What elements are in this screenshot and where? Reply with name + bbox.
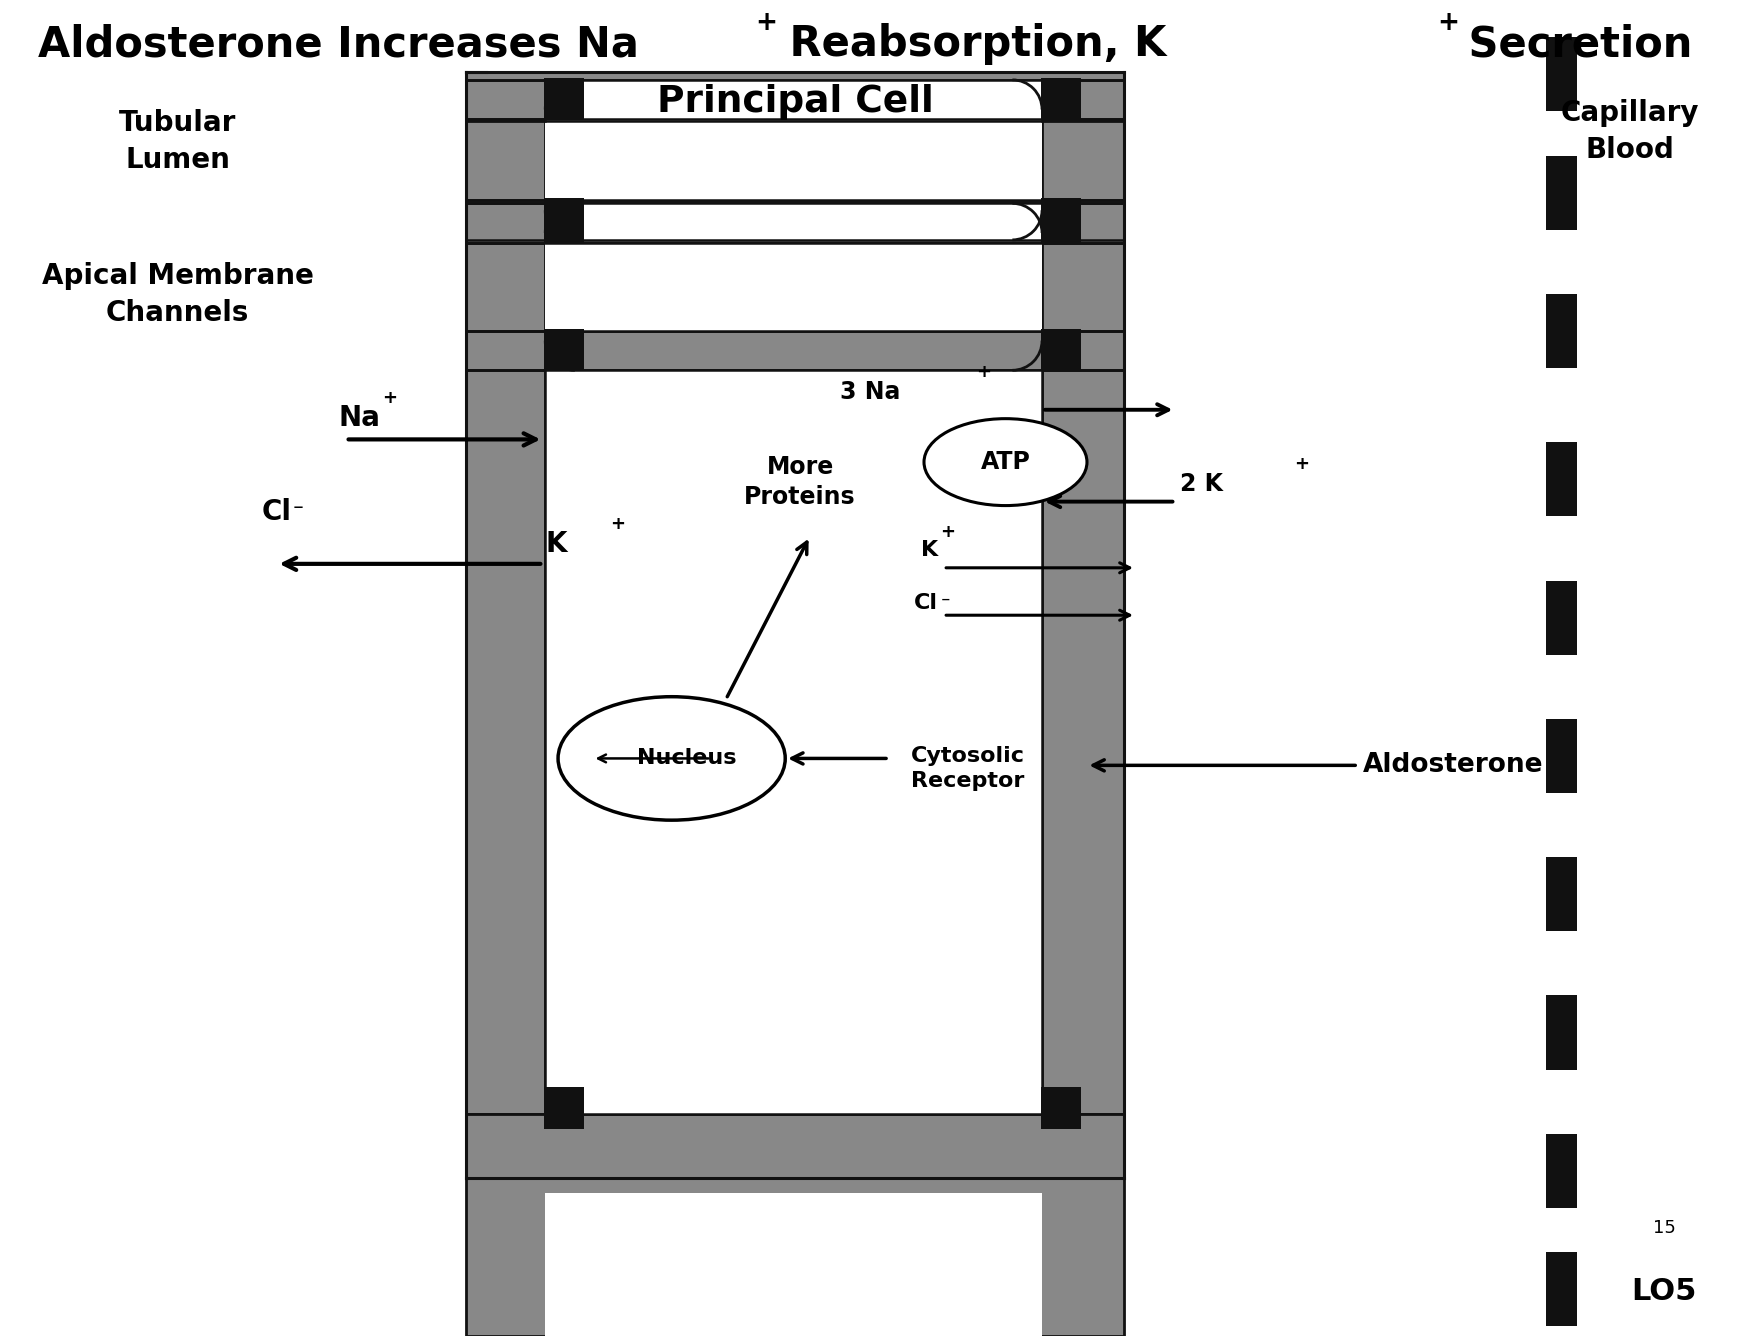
Text: Capillary
Blood: Capillary Blood (1561, 99, 1699, 164)
Bar (1545, 156, 1577, 230)
Text: Tubular
Lumen: Tubular Lumen (119, 109, 236, 173)
Bar (1545, 857, 1577, 931)
Text: Aldosterone Increases Na: Aldosterone Increases Na (37, 23, 638, 66)
Text: ⁻: ⁻ (292, 501, 304, 521)
Bar (1545, 995, 1577, 1069)
Text: ATP: ATP (981, 450, 1030, 474)
Bar (544, 329, 584, 371)
Bar (467, 73, 1124, 121)
Bar (467, 330, 1124, 371)
Bar (545, 243, 1042, 330)
Text: +: + (975, 363, 991, 381)
Text: Nucleus: Nucleus (636, 748, 736, 768)
Text: Na: Na (339, 404, 381, 431)
Text: ⁻: ⁻ (940, 595, 949, 612)
Bar (1545, 719, 1577, 792)
Bar (545, 120, 1042, 200)
Ellipse shape (558, 697, 785, 821)
Bar (545, 203, 1042, 240)
Bar (1042, 199, 1080, 240)
Bar (1042, 1088, 1080, 1129)
Text: Secretion: Secretion (1454, 23, 1692, 66)
Bar (467, 1113, 1124, 1178)
Bar (467, 79, 1124, 120)
Bar (467, 1178, 1124, 1336)
Bar (1042, 78, 1080, 120)
Text: +: + (940, 524, 956, 541)
Bar (1545, 1133, 1577, 1207)
Text: +: + (1294, 455, 1309, 473)
Text: +: + (610, 516, 626, 533)
Text: +: + (383, 389, 397, 407)
Bar (1545, 580, 1577, 655)
Bar (545, 79, 1042, 121)
Bar (1545, 38, 1577, 111)
Bar (544, 78, 584, 120)
Bar (467, 200, 1124, 240)
Text: +: + (1437, 9, 1460, 35)
Text: Cl: Cl (262, 497, 292, 525)
Text: K: K (545, 530, 566, 559)
Bar (467, 203, 1124, 243)
Text: More
Proteins: More Proteins (745, 455, 857, 509)
Text: 15: 15 (1654, 1218, 1676, 1237)
Bar (1042, 329, 1080, 371)
Text: K: K (921, 540, 939, 560)
Bar (1545, 294, 1577, 368)
Text: Cl: Cl (914, 594, 939, 614)
Text: Apical Membrane
Channels: Apical Membrane Channels (42, 262, 313, 326)
Text: LO5: LO5 (1631, 1277, 1697, 1307)
Bar (544, 199, 584, 240)
Bar (544, 201, 584, 243)
Text: 2 K: 2 K (1180, 471, 1224, 496)
Text: Cytosolic
Receptor: Cytosolic Receptor (911, 745, 1024, 791)
Bar (545, 1193, 1042, 1336)
Ellipse shape (925, 419, 1087, 505)
Text: 3 Na: 3 Na (839, 380, 900, 404)
Bar (1042, 201, 1080, 243)
Bar (1042, 73, 1124, 1113)
Text: Aldosterone: Aldosterone (1363, 752, 1543, 779)
Bar (1545, 1252, 1577, 1327)
Text: Reabsorption, K: Reabsorption, K (776, 23, 1166, 66)
Text: +: + (755, 9, 778, 35)
Bar (545, 371, 1042, 1113)
Bar (1545, 442, 1577, 517)
Text: Principal Cell: Principal Cell (657, 83, 933, 120)
Bar (544, 1088, 584, 1129)
Bar (467, 73, 545, 1113)
